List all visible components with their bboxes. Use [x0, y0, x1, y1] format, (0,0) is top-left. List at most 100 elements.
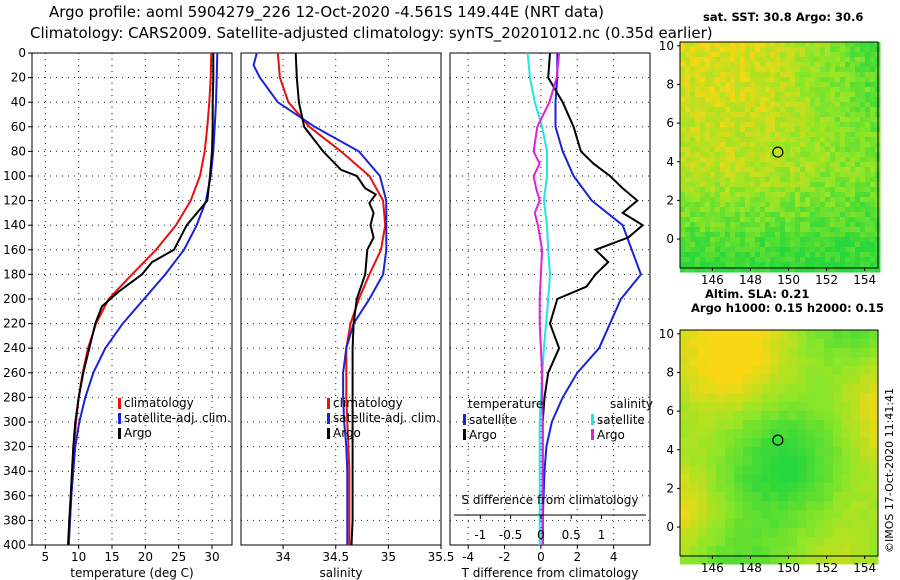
sst-map-cell	[710, 57, 716, 63]
sst-map-cell	[720, 47, 726, 53]
sst-map-cell	[770, 267, 776, 273]
sst-map-cell	[815, 102, 821, 108]
sst-map-cell	[695, 67, 701, 73]
sst-map-cell	[680, 122, 686, 128]
sla-map-xtick-label: 148	[739, 561, 762, 575]
sla-map-cell	[761, 483, 771, 493]
sst-map-cell	[695, 97, 701, 103]
sst-map-cell	[770, 197, 776, 203]
sst-map-cell	[745, 52, 751, 58]
sst-map-cell	[715, 152, 721, 158]
sst-map-cell	[870, 112, 876, 118]
sst-map-cell	[750, 217, 756, 223]
sla-map-cell	[815, 348, 825, 358]
sst-map-cell	[860, 92, 866, 98]
temperature-xtick-label: 30	[204, 550, 219, 564]
sla-map-cell	[815, 357, 825, 367]
sst-map-cell	[755, 232, 761, 238]
sst-map-cell	[800, 177, 806, 183]
sst-map-cell	[760, 267, 766, 273]
sst-map-cell	[755, 67, 761, 73]
sst-map-cell	[695, 137, 701, 143]
sst-map-cell	[790, 132, 796, 138]
sla-map-cell	[833, 339, 843, 349]
sst-map-cell	[725, 142, 731, 148]
sst-map-cell	[740, 152, 746, 158]
sst-map-cell	[770, 162, 776, 168]
temperature-legend-swatch	[118, 428, 121, 439]
sst-map-cell	[780, 242, 786, 248]
sst-map-cell	[805, 257, 811, 263]
sla-map-cell	[734, 366, 744, 376]
sst-map-cell	[810, 47, 816, 53]
sst-map-cell	[795, 67, 801, 73]
sst-map-cell	[840, 87, 846, 93]
sst-map-cell	[855, 67, 861, 73]
sst-map-cell	[835, 82, 841, 88]
sst-map-cell	[805, 57, 811, 63]
sst-map-cell	[820, 122, 826, 128]
sst-map-cell	[800, 242, 806, 248]
sst-map-cell	[800, 217, 806, 223]
sst-map-cell	[805, 62, 811, 68]
sst-map-cell	[865, 247, 871, 253]
sst-map-cell	[790, 47, 796, 53]
sst-map-cell	[760, 87, 766, 93]
sst-map-cell	[785, 167, 791, 173]
sla-map-cell	[752, 393, 762, 403]
sla-map-cell	[815, 510, 825, 520]
sla-map-cell	[860, 411, 870, 421]
sla-map-cell	[797, 339, 807, 349]
sst-map-cell	[790, 122, 796, 128]
sla-map-cell	[752, 339, 762, 349]
sst-map-cell	[855, 127, 861, 133]
sst-map-cell	[700, 112, 706, 118]
sst-map-cell	[770, 112, 776, 118]
sla-map-cell	[725, 384, 735, 394]
sst-map-cell	[680, 252, 686, 258]
sst-map-cell	[820, 67, 826, 73]
sst-map-cell	[795, 252, 801, 258]
sla-map-cell	[815, 402, 825, 412]
sst-map-cell	[690, 87, 696, 93]
sst-map-cell	[690, 147, 696, 153]
sst-map-cell	[810, 82, 816, 88]
sst-map-cell	[785, 267, 791, 273]
sst-map-cell	[740, 262, 746, 268]
sst-map-cell	[785, 57, 791, 63]
sla-map-cell	[680, 330, 690, 340]
sla-map-cell	[797, 465, 807, 475]
sla-map-cell	[869, 384, 879, 394]
sst-map-cell	[720, 117, 726, 123]
sst-map-cell	[805, 97, 811, 103]
sst-map-cell	[730, 262, 736, 268]
sst-map-cell	[695, 157, 701, 163]
sla-map-cell	[698, 357, 708, 367]
sst-map-cell	[705, 227, 711, 233]
sst-map-cell	[865, 97, 871, 103]
depth-tick-label: 380	[3, 513, 26, 527]
sst-map-cell	[835, 167, 841, 173]
sst-map-cell	[715, 142, 721, 148]
sst-map-cell	[855, 212, 861, 218]
sla-map-cell	[833, 402, 843, 412]
sst-map-cell	[790, 97, 796, 103]
sla-map-cell	[707, 447, 717, 457]
sst-map-cell	[785, 97, 791, 103]
sla-map-cell	[842, 465, 852, 475]
sst-map-cell	[805, 117, 811, 123]
sst-map-cell	[745, 147, 751, 153]
sla-map-cell	[707, 438, 717, 448]
sst-map-cell	[760, 207, 766, 213]
sst-map-cell	[745, 217, 751, 223]
sla-map-cell	[761, 348, 771, 358]
sla-map-cell	[788, 411, 798, 421]
sst-map-cell	[750, 127, 756, 133]
sst-map-cell	[700, 52, 706, 58]
difference-xtick-label: 4	[610, 550, 618, 564]
sla-map-ytick-label: 8	[666, 365, 674, 379]
sst-map-cell	[725, 162, 731, 168]
sst-map-cell	[815, 177, 821, 183]
sst-map-cell	[815, 262, 821, 268]
